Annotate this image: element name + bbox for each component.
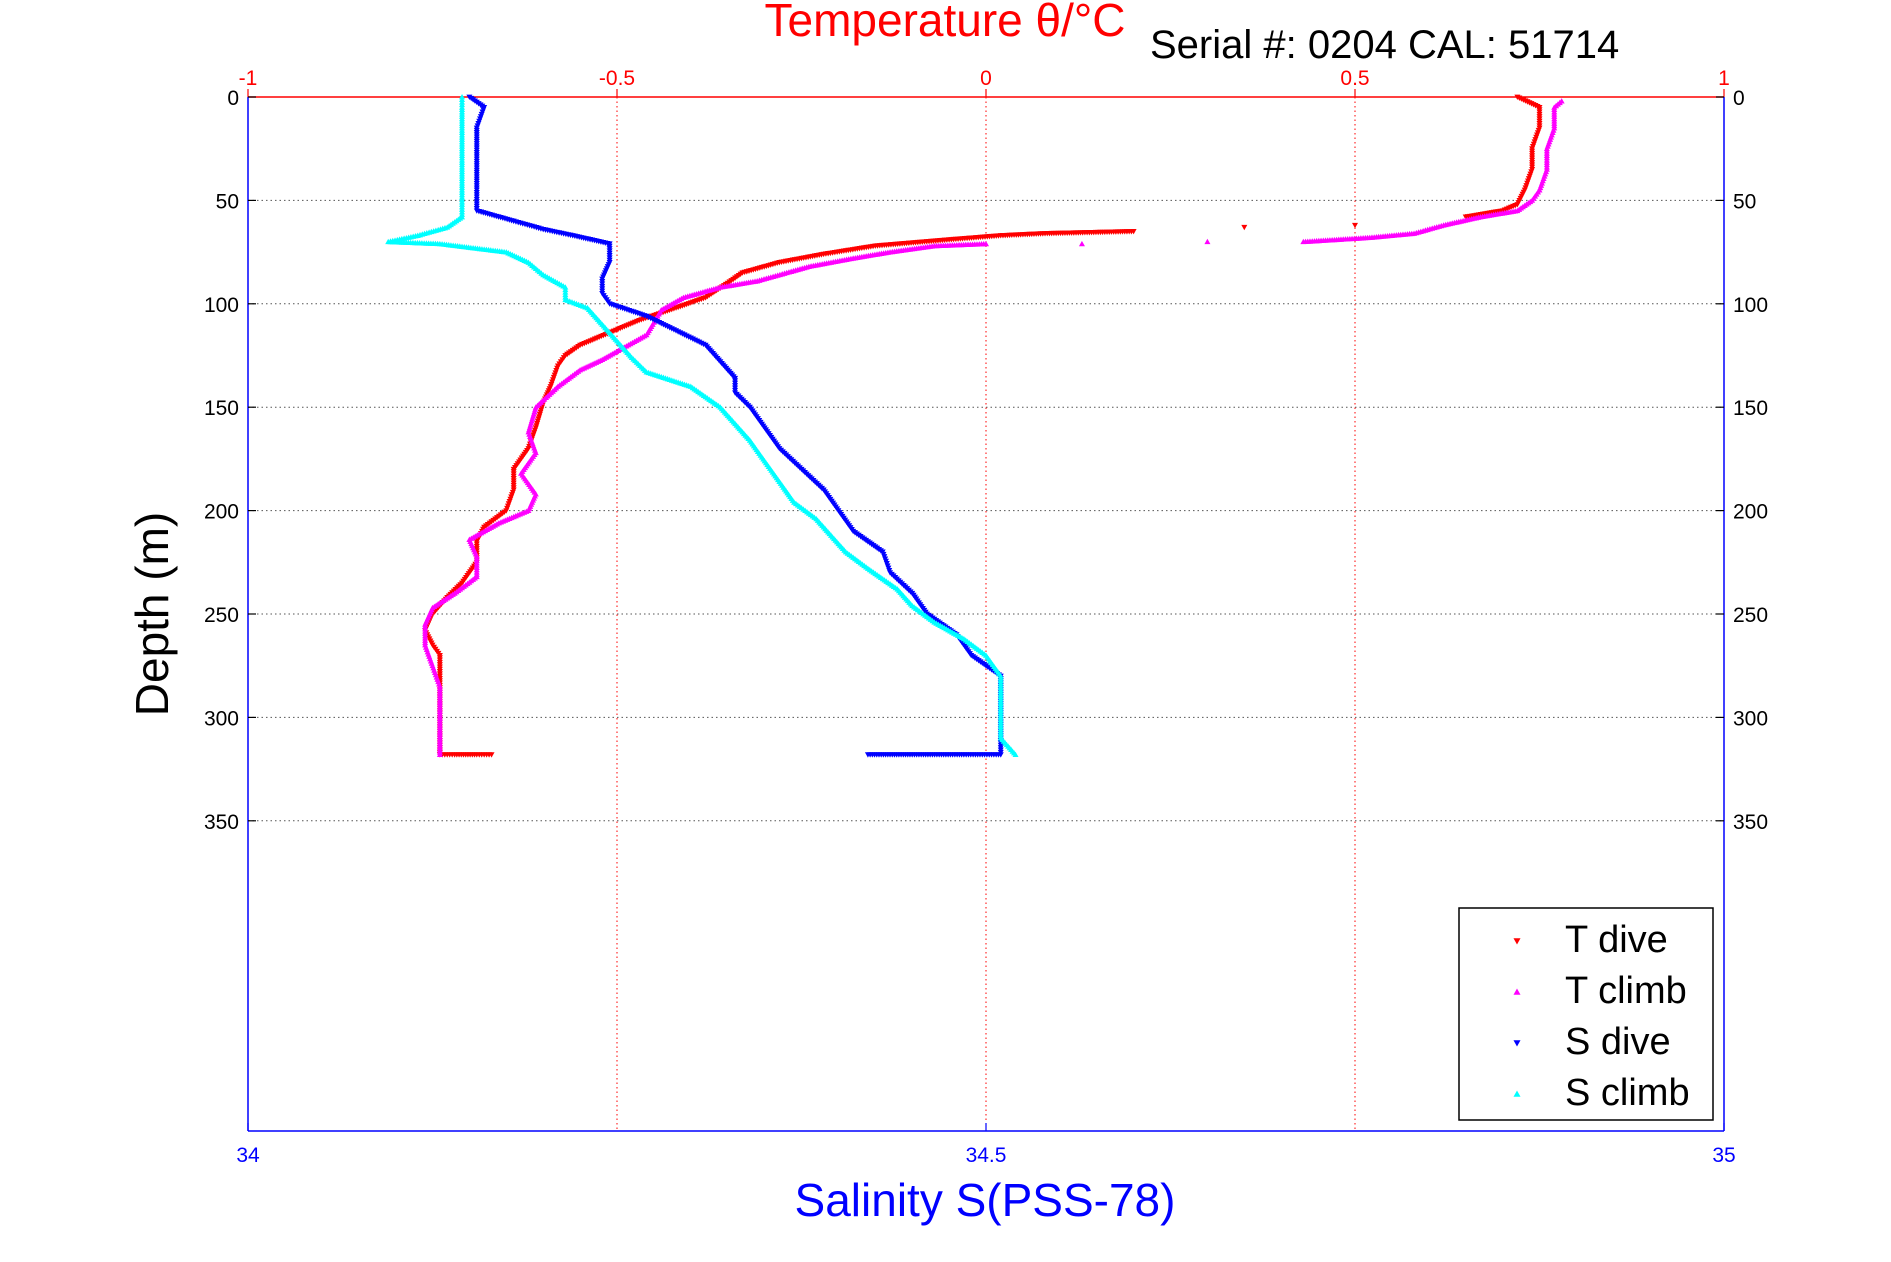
grid (248, 97, 1724, 1131)
data-point (1078, 240, 1085, 247)
legend-marker-t-dive (1513, 938, 1521, 945)
depth-tick-label-left: 250 (204, 604, 239, 627)
depth-tick-label-left: 0 (227, 87, 239, 110)
legend-marker-t-climb (1513, 988, 1521, 995)
depth-tick-label-left: 50 (216, 190, 239, 213)
legend: T dive T climb S dive S climb (1458, 907, 1714, 1121)
temperature-tick-label: 0 (980, 67, 992, 90)
depth-tick-label-right: 350 (1733, 811, 1768, 834)
depth-tick-label-right: 300 (1733, 707, 1768, 730)
depth-tick-label-right: 100 (1733, 294, 1768, 317)
depth-tick-label-left: 300 (204, 707, 239, 730)
data-point (459, 94, 466, 100)
depth-tick-label-right: 200 (1733, 501, 1768, 524)
temperature-tick-label: -1 (239, 67, 258, 90)
temperature-tick-label: 0.5 (1340, 67, 1369, 90)
salinity-tick-label: 34 (236, 1144, 260, 1167)
depth-tick-label-left: 200 (204, 501, 239, 524)
series-s-dive (466, 94, 1004, 758)
depth-tick-label-right: 50 (1733, 190, 1756, 213)
series-s-climb (385, 94, 1019, 758)
salinity-axis-title: Salinity S(PSS-78) (795, 1174, 1176, 1226)
data-point (488, 752, 495, 758)
depth-tick-label-left: 150 (204, 397, 239, 420)
data-point (1204, 238, 1211, 245)
data-point (864, 752, 871, 758)
depth-axis-title: Depth (m) (126, 512, 178, 716)
legend-marker-s-climb (1513, 1090, 1521, 1097)
data-point (1462, 214, 1469, 220)
legend-marker-s-dive (1513, 1040, 1521, 1047)
depth-tick-label-right: 150 (1733, 397, 1768, 420)
data-point (1558, 98, 1565, 104)
legend-label-s-dive: S dive (1565, 1021, 1671, 1063)
legend-label-t-dive: T dive (1565, 919, 1668, 961)
depth-tick-label-right: 250 (1733, 604, 1768, 627)
data-series (385, 94, 1565, 758)
legend-label-s-climb: S climb (1565, 1072, 1690, 1114)
serial-label: Serial #: 0204 CAL: 51714 (1150, 23, 1619, 67)
temperature-axis-title: Temperature θ/°C (765, 0, 1126, 46)
salinity-tick-label: 34.5 (966, 1144, 1007, 1167)
data-point (1352, 222, 1358, 229)
temperature-tick-label: -0.5 (599, 67, 635, 90)
data-point (1241, 224, 1248, 231)
depth-tick-label-left: 100 (204, 294, 239, 317)
data-point (983, 240, 989, 247)
series-t-dive (422, 94, 1543, 758)
legend-box (1458, 907, 1714, 1121)
legend-markers (1513, 938, 1521, 1097)
series-t-climb (422, 98, 1565, 758)
legend-label-t-climb: T climb (1565, 970, 1687, 1012)
temperature-tick-label: 1 (1718, 67, 1730, 90)
depth-tick-label-right: 0 (1733, 87, 1745, 110)
salinity-tick-label: 35 (1712, 1144, 1735, 1167)
depth-tick-label-left: 350 (204, 811, 239, 834)
